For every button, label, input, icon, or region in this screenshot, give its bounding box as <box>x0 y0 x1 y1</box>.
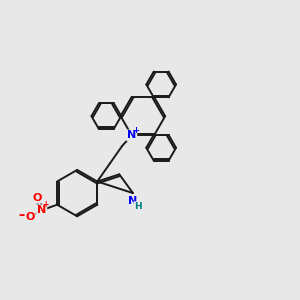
Text: N: N <box>128 196 138 206</box>
Text: H: H <box>134 202 142 211</box>
Text: +: + <box>42 200 48 209</box>
Text: N: N <box>127 130 136 140</box>
Text: O: O <box>32 193 42 203</box>
Text: +: + <box>132 126 140 135</box>
Text: N: N <box>37 205 46 215</box>
Text: −: − <box>17 208 30 223</box>
Text: O: O <box>26 212 35 222</box>
